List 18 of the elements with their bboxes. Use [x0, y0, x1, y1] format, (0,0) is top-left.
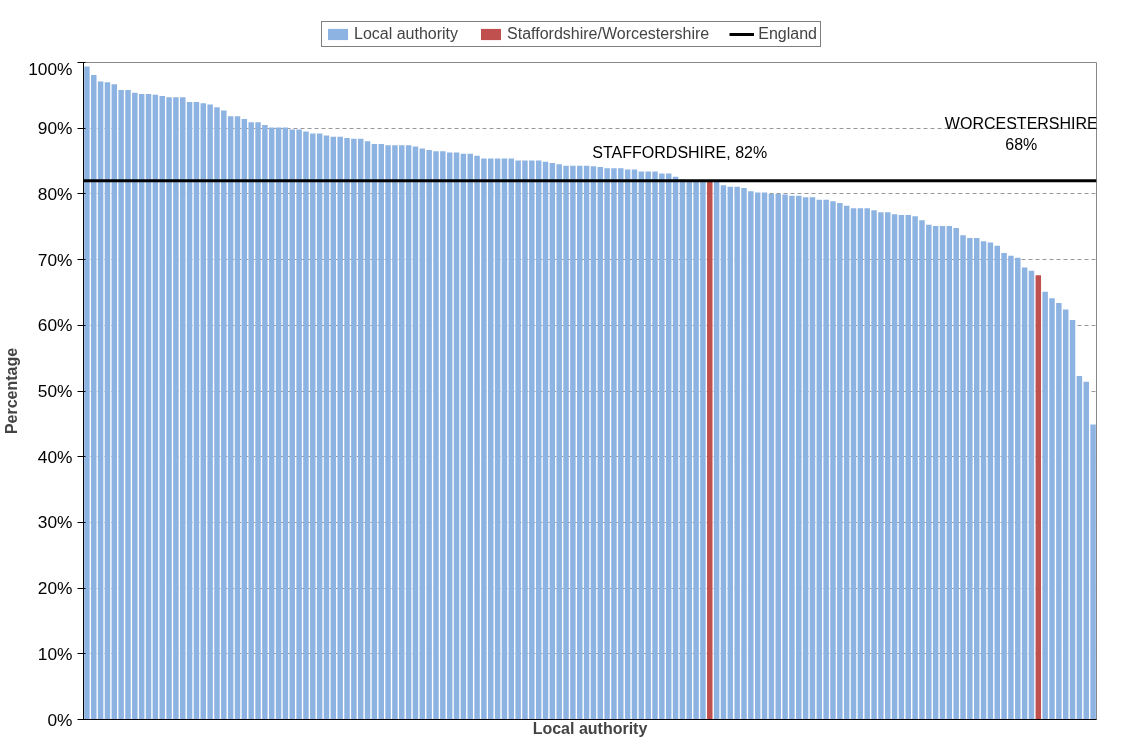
y-tick-label: 10%	[37, 643, 73, 664]
legend-label: England	[758, 25, 817, 43]
legend-label: Staffordshire/Worcestershire	[507, 25, 710, 43]
y-tick-label: 30%	[37, 512, 73, 533]
y-tick-label: 0%	[47, 709, 73, 730]
y-tick-label: 70%	[37, 249, 73, 270]
y-tick-label: 100%	[28, 58, 73, 79]
y-tick-label: 80%	[37, 183, 73, 204]
annotation: WORCESTERSHIRE 68%	[944, 115, 1098, 153]
y-tick-label: 50%	[37, 381, 73, 401]
annotation: STAFFORDSHIRE, 82%	[592, 143, 768, 161]
legend-label: Local authority	[354, 25, 459, 43]
y-tick-label: 60%	[37, 315, 73, 336]
x-axis-title: Local authority	[532, 719, 648, 737]
y-tick-label: 40%	[37, 446, 73, 467]
y-tick-label: 90%	[37, 118, 73, 139]
y-axis-title: Percentage	[3, 347, 21, 435]
y-tick-label: 20%	[37, 578, 73, 599]
